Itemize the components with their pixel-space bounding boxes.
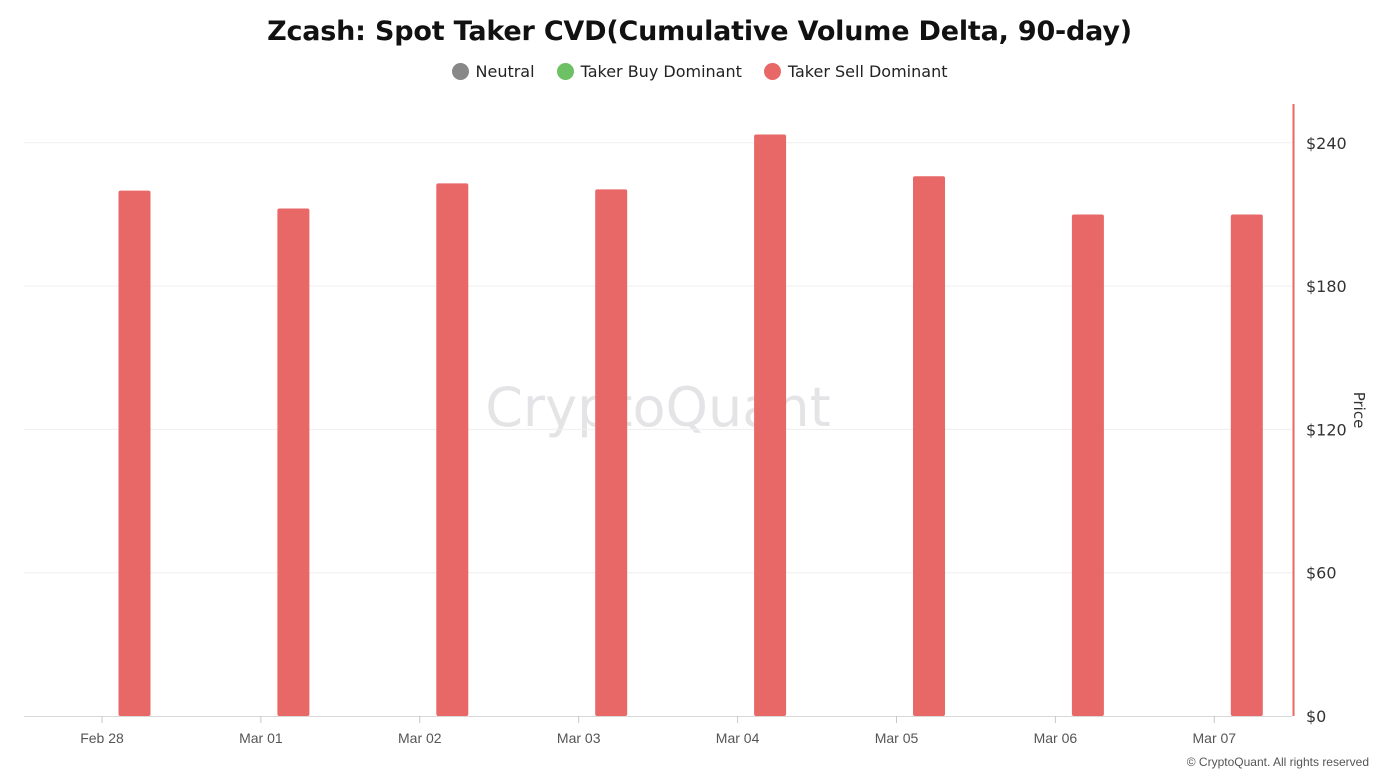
y-axis-title: Price xyxy=(1350,392,1368,429)
chart-title: Zcash: Spot Taker CVD(Cumulative Volume … xyxy=(267,16,1132,47)
legend-marker-neutral xyxy=(451,63,469,80)
x-tick-label: Mar 05 xyxy=(875,730,919,746)
bar xyxy=(1071,214,1104,716)
x-tick-label: Mar 03 xyxy=(557,730,601,746)
bar xyxy=(436,183,469,716)
copyright-notice: © CryptoQuant. All rights reserved xyxy=(1186,755,1369,769)
bar xyxy=(1230,214,1263,716)
legend-marker-taker-buy-dominant xyxy=(556,63,574,80)
legend-marker-taker-sell-dominant xyxy=(763,63,781,80)
x-tick-label: Mar 04 xyxy=(716,730,760,746)
legend-item-taker-buy-dominant[interactable]: Taker Buy Dominant xyxy=(556,62,742,81)
y-tick-label: $120 xyxy=(1306,420,1347,439)
legend: Neutral Taker Buy Dominant Taker Sell Do… xyxy=(0,62,1399,81)
y-tick-label: $0 xyxy=(1306,707,1326,726)
bar xyxy=(754,134,787,717)
x-tick-label: Mar 01 xyxy=(239,730,283,746)
y-tick-label: $60 xyxy=(1306,564,1337,583)
x-tick-label: Mar 02 xyxy=(398,730,442,746)
legend-label-taker-buy-dominant: Taker Buy Dominant xyxy=(580,62,742,81)
bar xyxy=(595,189,628,716)
x-tick-label: Mar 07 xyxy=(1193,730,1237,746)
x-tick-label: Feb 28 xyxy=(80,730,124,746)
legend-label-taker-sell-dominant: Taker Sell Dominant xyxy=(787,62,948,81)
y-tick-label: $180 xyxy=(1306,277,1347,296)
bar xyxy=(118,190,151,717)
bar xyxy=(277,208,310,716)
legend-item-taker-sell-dominant[interactable]: Taker Sell Dominant xyxy=(763,62,948,81)
legend-item-neutral[interactable]: Neutral xyxy=(451,62,535,81)
y-tick-label: $240 xyxy=(1306,134,1347,153)
legend-label-neutral: Neutral xyxy=(475,62,535,81)
bar xyxy=(913,176,945,716)
x-tick-label: Mar 06 xyxy=(1034,730,1078,746)
